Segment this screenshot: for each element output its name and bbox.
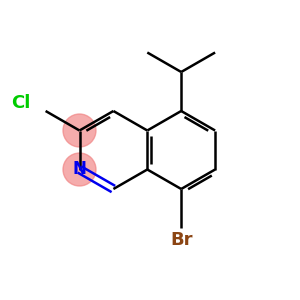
Circle shape [63, 153, 96, 186]
Text: Cl: Cl [11, 94, 30, 112]
Text: N: N [73, 160, 86, 178]
Circle shape [63, 114, 96, 147]
Text: Br: Br [170, 231, 193, 249]
